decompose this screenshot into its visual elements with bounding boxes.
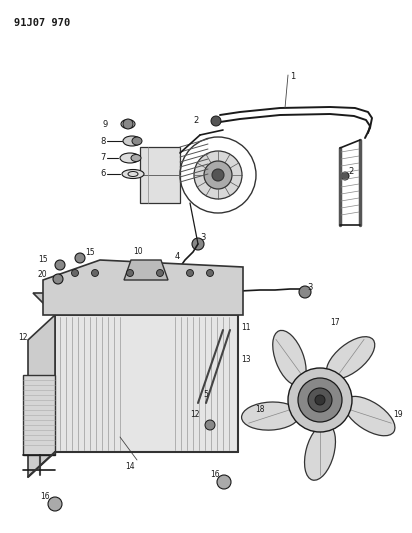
Polygon shape bbox=[55, 315, 238, 452]
Circle shape bbox=[91, 270, 98, 277]
Circle shape bbox=[204, 161, 232, 189]
Circle shape bbox=[75, 253, 85, 263]
Circle shape bbox=[288, 368, 352, 432]
Text: 19: 19 bbox=[393, 410, 403, 419]
Circle shape bbox=[211, 116, 221, 126]
Text: 5: 5 bbox=[203, 390, 208, 399]
Polygon shape bbox=[124, 260, 168, 280]
Text: 15: 15 bbox=[85, 248, 95, 257]
Ellipse shape bbox=[241, 402, 300, 430]
Text: 8: 8 bbox=[100, 137, 105, 146]
Circle shape bbox=[341, 172, 349, 180]
Text: 17: 17 bbox=[330, 318, 340, 327]
Circle shape bbox=[299, 286, 311, 298]
Circle shape bbox=[217, 475, 231, 489]
Text: 15: 15 bbox=[38, 255, 48, 264]
Text: 14: 14 bbox=[125, 462, 135, 471]
Ellipse shape bbox=[326, 337, 375, 379]
Circle shape bbox=[48, 497, 62, 511]
Text: 18: 18 bbox=[255, 405, 265, 414]
Circle shape bbox=[123, 119, 133, 129]
Circle shape bbox=[315, 395, 325, 405]
Circle shape bbox=[212, 169, 224, 181]
FancyBboxPatch shape bbox=[140, 147, 180, 203]
FancyBboxPatch shape bbox=[23, 375, 55, 455]
Text: 9: 9 bbox=[103, 120, 108, 129]
Text: 11: 11 bbox=[241, 323, 250, 332]
Circle shape bbox=[126, 270, 133, 277]
Text: 7: 7 bbox=[100, 153, 105, 162]
Circle shape bbox=[55, 260, 65, 270]
Text: 13: 13 bbox=[241, 355, 250, 364]
Text: 4: 4 bbox=[175, 252, 180, 261]
Ellipse shape bbox=[132, 137, 142, 145]
Circle shape bbox=[53, 274, 63, 284]
Text: 3: 3 bbox=[200, 233, 205, 242]
Circle shape bbox=[187, 270, 194, 277]
Circle shape bbox=[72, 270, 79, 277]
Text: 6: 6 bbox=[100, 169, 105, 178]
Circle shape bbox=[308, 388, 332, 412]
Polygon shape bbox=[33, 293, 238, 315]
Ellipse shape bbox=[131, 155, 141, 161]
Circle shape bbox=[206, 270, 213, 277]
Circle shape bbox=[192, 238, 204, 250]
Ellipse shape bbox=[273, 330, 306, 385]
Text: 20: 20 bbox=[38, 270, 48, 279]
Ellipse shape bbox=[304, 424, 335, 480]
Text: 3: 3 bbox=[307, 283, 312, 292]
Circle shape bbox=[298, 378, 342, 422]
Circle shape bbox=[194, 151, 242, 199]
Ellipse shape bbox=[123, 136, 141, 146]
Text: 2: 2 bbox=[348, 167, 353, 176]
Ellipse shape bbox=[121, 119, 135, 128]
Circle shape bbox=[157, 270, 164, 277]
Polygon shape bbox=[28, 315, 55, 477]
Text: 12: 12 bbox=[190, 410, 199, 419]
Text: 12: 12 bbox=[18, 333, 28, 342]
Text: 2: 2 bbox=[193, 116, 198, 125]
Text: 10: 10 bbox=[133, 247, 143, 256]
Polygon shape bbox=[43, 260, 243, 315]
Text: 16: 16 bbox=[210, 470, 220, 479]
Ellipse shape bbox=[122, 169, 144, 179]
Circle shape bbox=[205, 420, 215, 430]
Text: 1: 1 bbox=[290, 72, 295, 81]
Ellipse shape bbox=[344, 397, 395, 436]
Text: 91J07 970: 91J07 970 bbox=[14, 18, 70, 28]
Text: 16: 16 bbox=[40, 492, 49, 501]
Ellipse shape bbox=[120, 153, 140, 163]
